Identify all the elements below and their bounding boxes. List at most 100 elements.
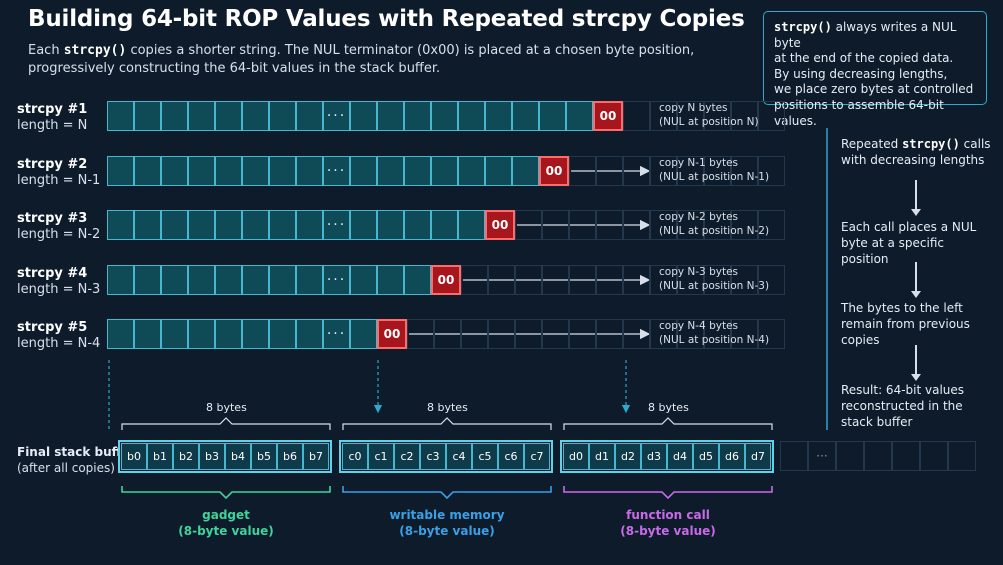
byte-cell xyxy=(296,210,323,240)
byte-cell: c3 xyxy=(420,443,446,470)
byte-cell xyxy=(350,210,377,240)
byte-cell xyxy=(485,101,512,131)
byte-cell: c4 xyxy=(446,443,472,470)
byte-cell xyxy=(161,319,188,349)
final-buffer-title: Final stack buffer xyxy=(17,445,136,459)
note-line-2: at the end of the copied data. xyxy=(774,51,954,66)
byte-cell xyxy=(188,319,215,349)
row-label-4: strcpy #4 length = N-3 xyxy=(17,266,100,298)
byte-cell xyxy=(458,156,485,186)
ghost-cell xyxy=(515,210,542,240)
ghost-cell xyxy=(434,319,461,349)
ghost-cell xyxy=(461,319,488,349)
nul-byte-cell: 00 xyxy=(539,156,569,186)
copied-cells-row-4: ··· 00 xyxy=(107,265,461,295)
nul-position: (NUL at position N) xyxy=(659,115,759,128)
byte-cell: d4 xyxy=(667,443,693,470)
byte-cell xyxy=(269,210,296,240)
bytes-label-3: 8 bytes xyxy=(648,401,689,414)
copy-count: copy N-2 bytes xyxy=(659,211,739,223)
ghost-cell xyxy=(677,156,704,186)
group-desc: (8-byte value) xyxy=(178,524,274,538)
bottom-brace xyxy=(563,486,773,500)
remaining-buffer-cells xyxy=(569,156,785,186)
side-step-1: Repeated strcpy() calls with decreasing … xyxy=(841,136,991,168)
ghost-cell xyxy=(623,319,650,349)
byte-cell xyxy=(161,156,188,186)
ghost-cell xyxy=(650,156,677,186)
side-step-3: The bytes to the left remain from previo… xyxy=(841,301,970,347)
info-note: strcpy() always writes a NUL byte at the… xyxy=(763,11,987,128)
ghost-cell xyxy=(704,101,731,131)
ellipsis-cell: ··· xyxy=(323,101,350,131)
ghost-cell xyxy=(704,210,731,240)
copied-cells-row-2: ··· 00 xyxy=(107,156,569,186)
byte-cell xyxy=(296,156,323,186)
top-brace xyxy=(342,417,552,430)
byte-cell xyxy=(269,101,296,131)
ghost-cell xyxy=(623,265,650,295)
ghost-cell xyxy=(731,210,758,240)
row-length: length = N-3 xyxy=(17,282,101,297)
byte-cell: d0 xyxy=(563,443,589,470)
ghost-cell xyxy=(758,156,785,186)
byte-cell xyxy=(296,265,323,295)
copy-note-5: copy N-4 bytes (NUL at position N-4) xyxy=(659,320,769,347)
copy-count: copy N-1 bytes xyxy=(659,157,739,169)
ghost-cell xyxy=(407,319,434,349)
final-buffer-tail: ··· xyxy=(780,441,976,471)
ghost-cell xyxy=(623,101,650,131)
ghost-cell xyxy=(569,210,596,240)
value-group-label-3: function call (8-byte value) xyxy=(598,507,738,539)
ellipsis-cell: ··· xyxy=(323,210,350,240)
ghost-cell xyxy=(677,265,704,295)
side-step-4: Result: 64-bit values reconstructed in t… xyxy=(841,383,965,429)
byte-cell xyxy=(134,156,161,186)
ghost-cell xyxy=(704,319,731,349)
row-length: length = N xyxy=(17,118,88,133)
ellipsis-cell: ··· xyxy=(323,319,350,349)
final-buffer-sublabel: (after all copies) xyxy=(17,461,115,475)
ghost-cell xyxy=(542,265,569,295)
byte-cell xyxy=(269,156,296,186)
ghost-cell xyxy=(623,210,650,240)
byte-cell: c0 xyxy=(342,443,368,470)
byte-cell xyxy=(188,210,215,240)
byte-cell xyxy=(296,101,323,131)
byte-cell: c1 xyxy=(368,443,394,470)
ghost-cell xyxy=(569,156,596,186)
ghost-cell xyxy=(864,441,892,471)
ghost-cell xyxy=(758,265,785,295)
ghost-cell xyxy=(758,210,785,240)
nul-position: (NUL at position N-3) xyxy=(659,279,770,292)
note-line-4: we place zero bytes at controlled xyxy=(774,82,974,97)
byte-cell xyxy=(350,265,377,295)
remaining-buffer-cells xyxy=(515,210,785,240)
byte-cell xyxy=(350,319,377,349)
byte-cell xyxy=(188,265,215,295)
byte-cell xyxy=(269,319,296,349)
byte-cell: d2 xyxy=(615,443,641,470)
value-group-writable-memory: c0 c1 c2 c3 c4 c5 c6 c7 xyxy=(339,440,553,473)
bottom-brace xyxy=(342,486,552,500)
byte-cell xyxy=(458,210,485,240)
side-step-1-post: calls with decreasing lengths xyxy=(841,137,991,167)
value-group-function-call: d0 d1 d2 d3 d4 d5 d6 d7 xyxy=(560,440,774,473)
subtitle-code: strcpy() xyxy=(63,43,127,58)
ghost-cell xyxy=(650,319,677,349)
ghost-cell xyxy=(731,265,758,295)
ghost-cell xyxy=(488,319,515,349)
ghost-cell xyxy=(515,319,542,349)
ghost-cell xyxy=(731,101,758,131)
copied-cells-row-3: ··· 00 xyxy=(107,210,515,240)
byte-cell xyxy=(107,319,134,349)
ghost-cell xyxy=(596,319,623,349)
side-arrow-down-icon xyxy=(911,345,921,381)
copy-note-2: copy N-1 bytes (NUL at position N-1) xyxy=(659,157,769,184)
byte-cell xyxy=(242,101,269,131)
ghost-cell xyxy=(704,265,731,295)
byte-cell xyxy=(296,319,323,349)
byte-cell xyxy=(134,265,161,295)
ghost-cell xyxy=(569,265,596,295)
byte-cell: b3 xyxy=(199,443,225,470)
